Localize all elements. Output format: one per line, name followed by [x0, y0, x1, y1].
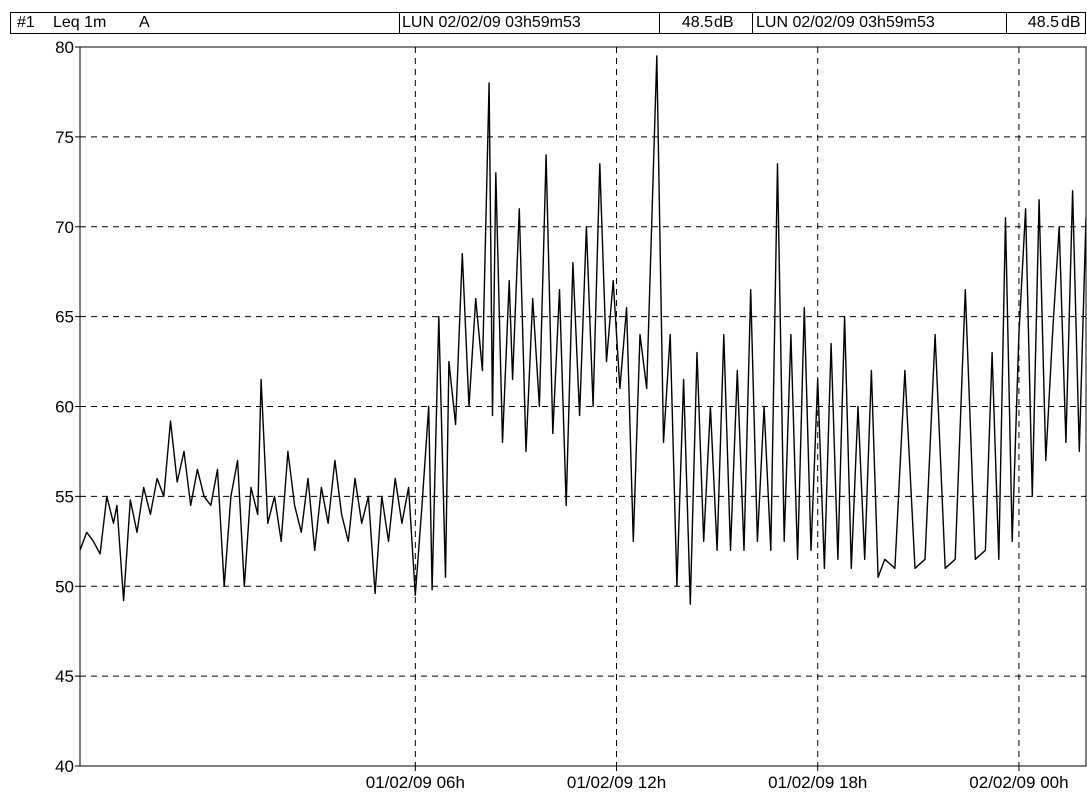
y-tick-label: 45: [55, 667, 74, 686]
y-tick-label: 80: [55, 38, 74, 57]
cursor1-time: LUN 02/02/09 03h59m53: [399, 13, 660, 33]
y-tick-label: 75: [55, 128, 74, 147]
cursor2-time: LUN 02/02/09 03h59m53: [752, 13, 1006, 33]
x-tick-label: 01/02/09 12h: [567, 773, 666, 792]
y-tick-label: 70: [55, 218, 74, 237]
cursor2-value: 48.5: [1006, 13, 1061, 33]
y-tick-label: 50: [55, 577, 74, 596]
measure-label: Leq 1m: [53, 14, 107, 31]
y-tick-label: 60: [55, 398, 74, 417]
chart-header: #1 Leq 1m A LUN 02/02/09 03h59m53 48.5 d…: [10, 12, 1086, 34]
plot-frame: [79, 46, 1087, 767]
series-line-0: [80, 55, 1086, 605]
cursor1-value: 48.5: [659, 13, 715, 33]
y-tick-label: 65: [55, 308, 74, 327]
x-tick-label: 01/02/09 06h: [366, 773, 465, 792]
x-tick-label: 02/02/09 00h: [969, 773, 1068, 792]
weighting-label: A: [139, 14, 150, 31]
x-tick-label: 01/02/09 18h: [768, 773, 867, 792]
y-tick-label: 40: [55, 757, 74, 776]
channel-label: #1: [17, 14, 35, 31]
cursor2-unit: dB: [1061, 14, 1081, 31]
y-tick-label: 55: [55, 487, 74, 506]
cursor1-unit: dB: [714, 14, 734, 31]
